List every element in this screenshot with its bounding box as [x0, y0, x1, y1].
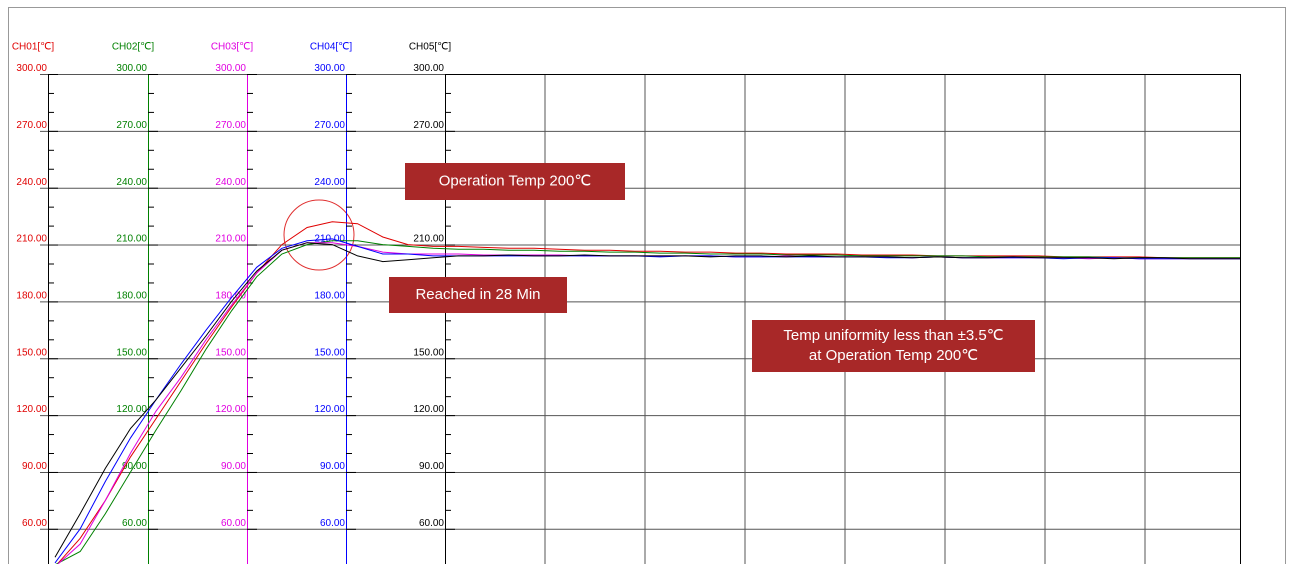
y-tick-label: 90.00 — [320, 461, 345, 472]
annotation-text: at Operation Temp 200℃ — [809, 347, 978, 364]
annotation-text: Operation Temp 200℃ — [439, 172, 592, 189]
y-tick-label: 120.00 — [215, 404, 246, 415]
y-tick-label: 90.00 — [221, 461, 246, 472]
y-tick-label: 210.00 — [413, 234, 444, 245]
axis-title: CH03[℃] — [211, 42, 254, 53]
y-tick-label: 270.00 — [314, 120, 345, 131]
y-tick-label: 240.00 — [16, 177, 47, 188]
axis-title: CH02[℃] — [112, 42, 155, 53]
axis-title: CH04[℃] — [310, 42, 353, 53]
annotation-text: Reached in 28 Min — [415, 286, 540, 303]
axis-title: CH05[℃] — [409, 42, 452, 53]
series-line — [54, 242, 1240, 558]
y-tick-label: 270.00 — [413, 120, 444, 131]
y-tick-label: 90.00 — [122, 461, 147, 472]
y-tick-label: 270.00 — [215, 120, 246, 131]
y-tick-label: 150.00 — [413, 347, 444, 358]
y-tick-label: 270.00 — [116, 120, 147, 131]
y-tick-label: 120.00 — [16, 404, 47, 415]
axis-title: CH01[℃] — [12, 42, 55, 53]
y-tick-label: 210.00 — [116, 234, 147, 245]
highlight-circle — [283, 199, 355, 271]
y-tick-label: 300.00 — [116, 63, 147, 74]
y-tick-label: 270.00 — [16, 120, 47, 131]
y-tick-label: 210.00 — [215, 234, 246, 245]
frame — [8, 7, 1286, 564]
y-tick-label: 150.00 — [16, 347, 47, 358]
y-tick-label: 180.00 — [116, 291, 147, 302]
annotation-box — [752, 320, 1035, 372]
annotation-box — [389, 277, 567, 313]
y-tick-label: 180.00 — [16, 291, 47, 302]
y-tick-label: 120.00 — [413, 404, 444, 415]
annotation-text: Temp uniformity less than ±3.5℃ — [783, 327, 1003, 344]
y-tick-label: 240.00 — [314, 177, 345, 188]
y-tick-label: 60.00 — [419, 518, 444, 529]
plot-area — [54, 221, 1240, 564]
y-tick-label: 150.00 — [314, 347, 345, 358]
y-tick-label: 210.00 — [16, 234, 47, 245]
series-line — [55, 240, 1240, 564]
y-tick-label: 60.00 — [22, 518, 47, 529]
annotation-box — [405, 163, 625, 200]
y-tick-label: 90.00 — [419, 461, 444, 472]
y-tick-label: 300.00 — [314, 63, 345, 74]
y-tick-label: 60.00 — [320, 518, 345, 529]
y-tick-label: 90.00 — [22, 461, 47, 472]
y-tick-label: 60.00 — [122, 518, 147, 529]
y-tick-label: 120.00 — [116, 404, 147, 415]
y-tick-label: 240.00 — [215, 177, 246, 188]
y-tick-label: 180.00 — [314, 291, 345, 302]
y-tick-label: 120.00 — [314, 404, 345, 415]
y-tick-label: 300.00 — [413, 63, 444, 74]
y-tick-label: 240.00 — [116, 177, 147, 188]
y-tick-label: 150.00 — [116, 347, 147, 358]
y-tick-label: 300.00 — [215, 63, 246, 74]
y-tick-label: 60.00 — [221, 518, 246, 529]
y-tick-label: 300.00 — [16, 63, 47, 74]
y-tick-label: 180.00 — [215, 291, 246, 302]
y-tick-label: 150.00 — [215, 347, 246, 358]
